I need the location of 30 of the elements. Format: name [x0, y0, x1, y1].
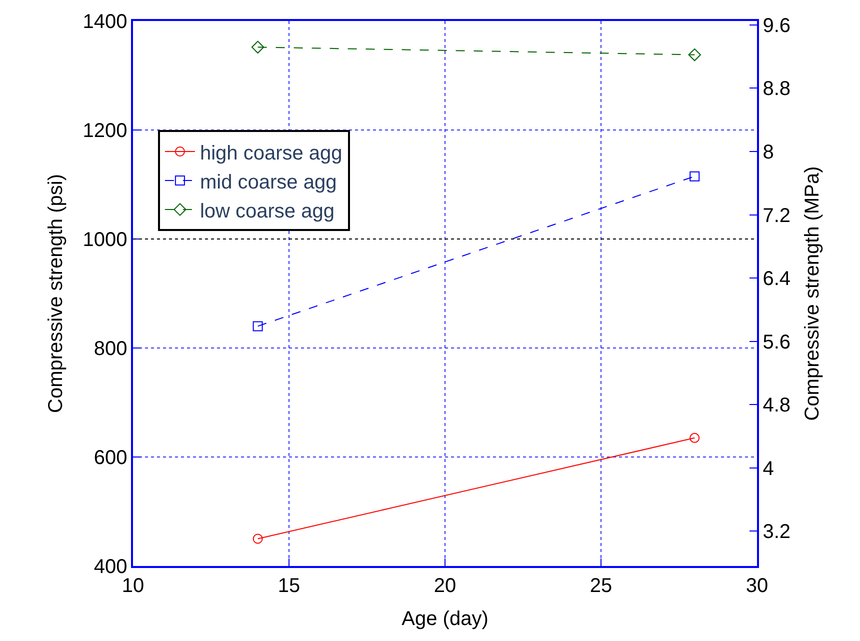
- x-tick-label: 20: [434, 574, 456, 597]
- point: [688, 48, 701, 62]
- y2-tick-label: 6.4: [762, 268, 791, 290]
- legend-label: mid coarse agg: [200, 171, 337, 194]
- point: [251, 40, 264, 54]
- legend-label: high coarse agg: [200, 142, 342, 164]
- y2-tick-label: 3.2: [762, 521, 791, 544]
- y2-tick-label: 5.6: [762, 331, 791, 354]
- point: [690, 171, 700, 182]
- y-tick-label: 1200: [82, 120, 128, 142]
- y2-tick-label: 8.8: [762, 78, 791, 100]
- y-tick-label: 600: [94, 447, 128, 469]
- y2-axis-title: Compressive strength (MPa): [802, 166, 824, 421]
- legend-label: low coarse agg: [200, 200, 334, 222]
- point: [252, 534, 263, 544]
- y-tick-label: 1400: [82, 11, 128, 33]
- x-tick-label: 25: [590, 574, 612, 597]
- y2-tick-label: 7.2: [762, 204, 791, 227]
- y-tick-label: 1000: [82, 229, 128, 251]
- y-tick-label: 800: [94, 338, 128, 360]
- y-axis-title: Compressive strength (psi): [44, 174, 67, 413]
- y2-tick-label: 8: [762, 142, 774, 164]
- point: [690, 432, 700, 443]
- y2-tick-label: 4.8: [762, 394, 791, 417]
- point: [252, 321, 263, 332]
- x-axis-title: Age (day): [402, 608, 488, 630]
- y2-tick-label: 4: [762, 458, 774, 480]
- x-tick-label: 15: [278, 574, 300, 597]
- x-tick-label: 30: [746, 574, 768, 597]
- y2-tick-label: 9.6: [762, 14, 791, 37]
